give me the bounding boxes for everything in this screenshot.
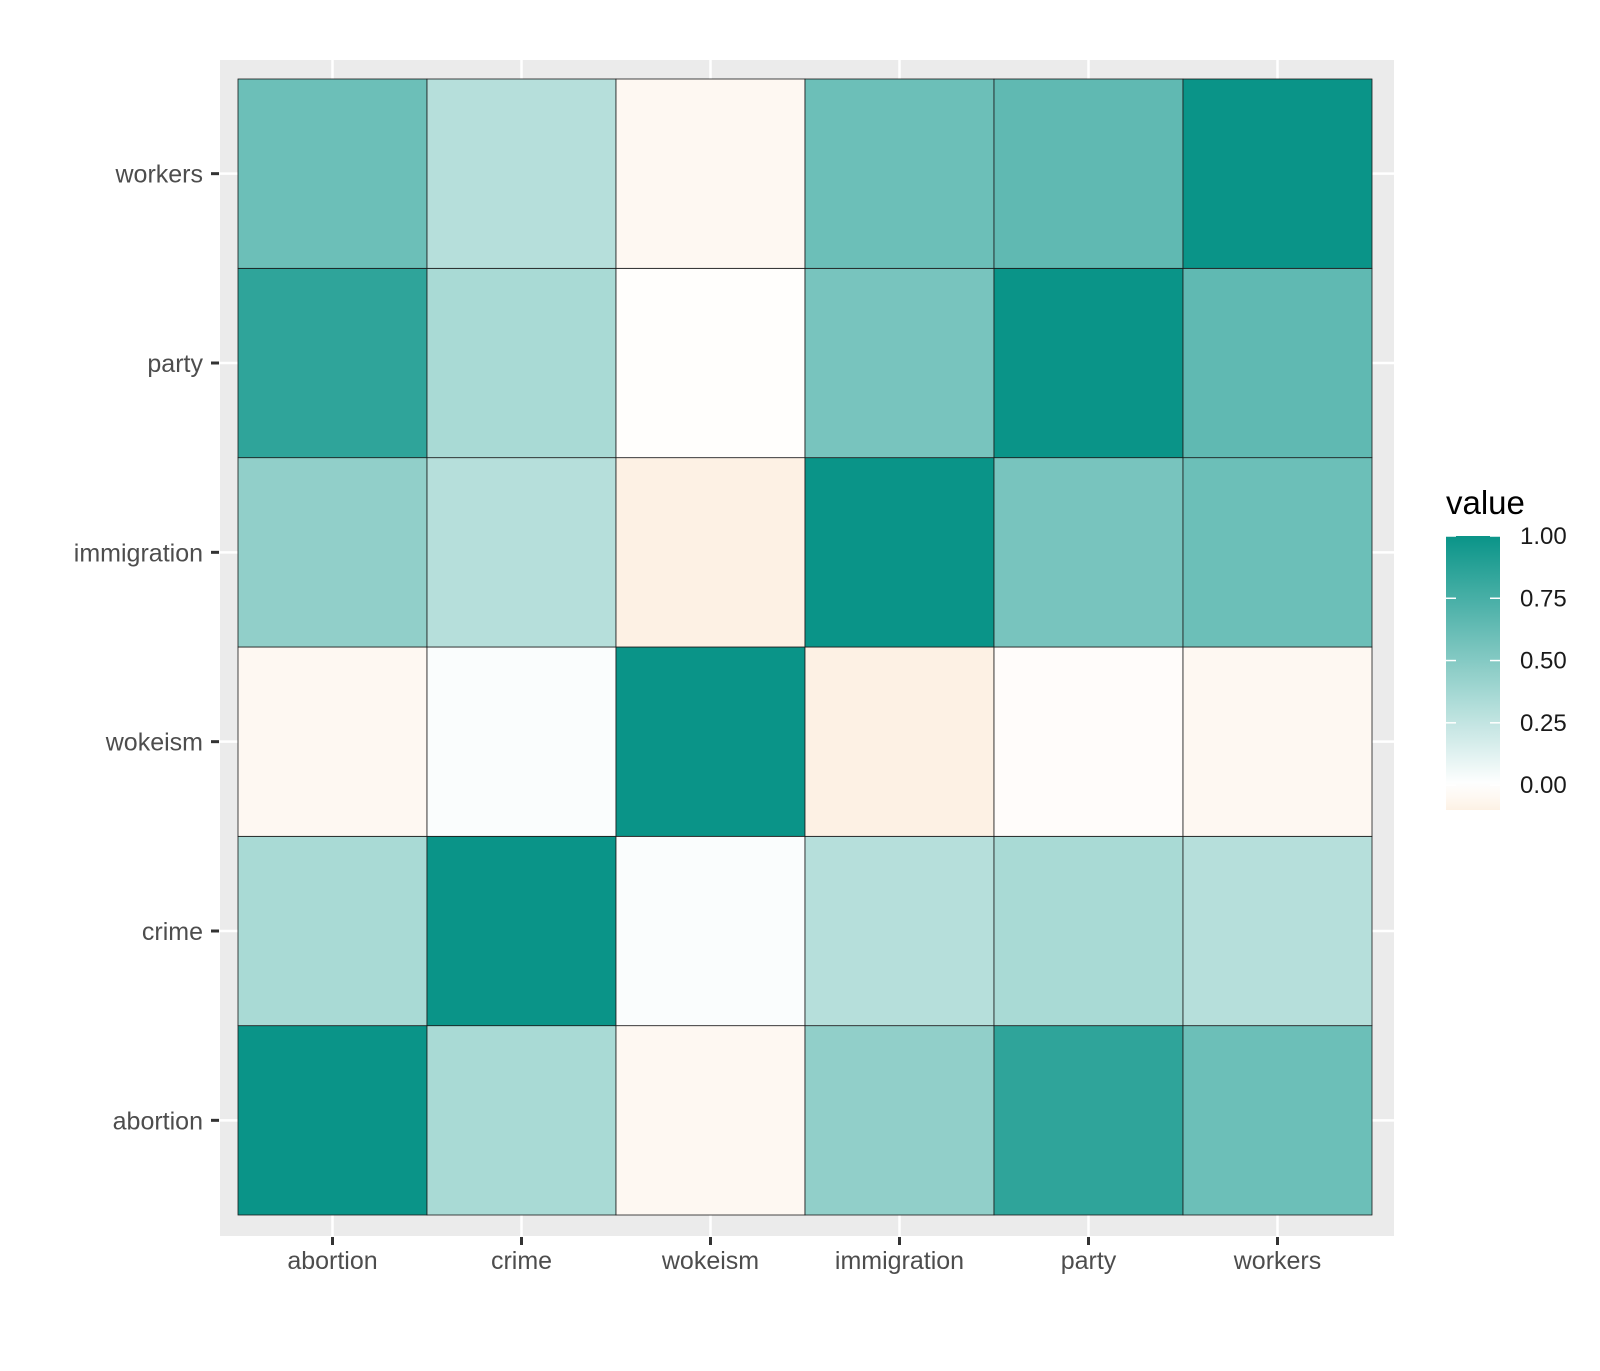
heatmap-cell-party-wokeism (615, 267, 806, 459)
heatmap-cell-wokeism-abortion (237, 646, 428, 837)
y-tick-label: abortion (113, 1107, 203, 1135)
legend-ticks: 1.00 0.75 0.50 0.25 0.00 (1446, 523, 1567, 799)
heatmap-cell-immigration-workers (1182, 457, 1373, 648)
heatmap-cell-abortion-wokeism (615, 1025, 806, 1216)
heatmap-cell-crime-wokeism (615, 835, 806, 1027)
heatmap-cell-party-workers (1182, 267, 1373, 459)
heatmap-cell-abortion-party (993, 1025, 1184, 1216)
y-tick-label: crime (142, 918, 203, 946)
y-tick-label: wokeism (105, 729, 203, 757)
heatmap-cell-crime-immigration (804, 835, 995, 1027)
x-axis: abortion crime wokeism immigration party work… (287, 1237, 1321, 1275)
heatmap-cell-abortion-crime (426, 1025, 617, 1216)
heatmap-cell-party-abortion (237, 267, 428, 459)
x-tick-label: workers (1233, 1247, 1322, 1275)
x-tick-label: wokeism (661, 1247, 759, 1275)
heatmap-cell-abortion-immigration (804, 1025, 995, 1216)
heatmap-cell-wokeism-crime (426, 646, 617, 837)
y-tick-label: immigration (74, 539, 203, 567)
heatmap-cell-crime-party (993, 835, 1184, 1027)
heatmap-cell-immigration-immigration (804, 457, 995, 648)
x-tick-label: immigration (835, 1247, 964, 1275)
legend-gradient-bar (1446, 536, 1500, 810)
legend-tick-label: 0.75 (1520, 585, 1567, 612)
heatmap-cell-workers-immigration (804, 78, 995, 269)
heatmap-cell-wokeism-party (993, 646, 1184, 837)
x-tick-label: crime (491, 1247, 552, 1275)
heatmap-cell-crime-abortion (237, 835, 428, 1027)
heatmap-cell-party-crime (426, 267, 617, 459)
heatmap-cell-workers-wokeism (615, 78, 806, 269)
heatmap-cell-workers-workers (1182, 78, 1373, 269)
heatmap-cell-party-party (993, 267, 1184, 459)
legend-tick-label: 0.50 (1520, 648, 1567, 675)
heatmap-cell-wokeism-workers (1182, 646, 1373, 837)
legend: value 1.00 0.75 0.50 0.25 0.00 (1446, 484, 1567, 810)
heatmap-cell-immigration-crime (426, 457, 617, 648)
heatmap-cell-workers-party (993, 78, 1184, 269)
legend-tick-label: 1.00 (1520, 523, 1567, 550)
heatmap-cell-immigration-party (993, 457, 1184, 648)
heatmap-cell-wokeism-immigration (804, 646, 995, 837)
heatmap-cell-immigration-abortion (237, 457, 428, 648)
x-tick-label: abortion (287, 1247, 377, 1275)
legend-tick-label: 0.00 (1520, 772, 1567, 799)
heatmap-cell-immigration-wokeism (615, 457, 806, 648)
heatmap-cell-workers-crime (426, 78, 617, 269)
x-tick-label: party (1061, 1247, 1117, 1275)
y-tick-label: workers (114, 161, 203, 189)
y-tick-label: party (147, 350, 203, 378)
heatmap-cell-abortion-abortion (237, 1025, 428, 1216)
legend-colorbar (1446, 536, 1500, 810)
heatmap-cell-crime-crime (426, 835, 617, 1027)
heatmap-cell-workers-abortion (237, 78, 428, 269)
heatmap-cell-crime-workers (1182, 835, 1373, 1027)
heatmap-cell-abortion-workers (1182, 1025, 1373, 1216)
legend-tick-label: 0.25 (1520, 710, 1567, 737)
heatmap-cell-wokeism-wokeism (615, 646, 806, 837)
heatmap-tiles (237, 78, 1373, 1216)
legend-title: value (1446, 484, 1525, 521)
y-axis: abortion crime wokeism immigration party work… (74, 161, 219, 1135)
heatmap-cell-party-immigration (804, 267, 995, 459)
